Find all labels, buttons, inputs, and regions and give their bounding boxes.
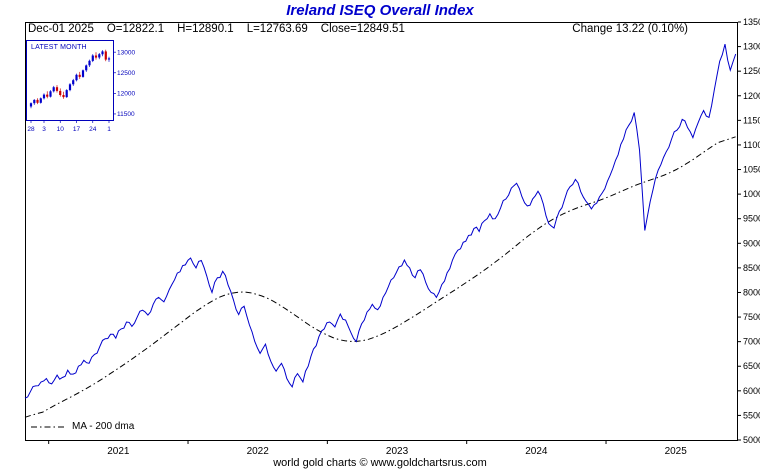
y-tick-label: 6500 — [743, 361, 760, 371]
inset-y-tick-label: 12500 — [117, 70, 135, 77]
y-tick-label: 13500 — [743, 17, 760, 27]
x-tick-label: 2024 — [525, 446, 548, 457]
candle-body — [46, 94, 49, 97]
y-tick-label: 9000 — [743, 238, 760, 248]
candle-body — [55, 87, 59, 91]
inset-x-tick-label: 1 — [107, 126, 111, 133]
candle-body — [101, 51, 104, 55]
candle-body — [62, 95, 65, 98]
candle-body — [49, 91, 52, 97]
y-tick-label: 10500 — [743, 165, 760, 175]
y-tick-label: 10000 — [743, 189, 760, 199]
candle-body — [94, 55, 98, 58]
low-value: L=12763.69 — [246, 23, 308, 35]
candle-body — [75, 74, 78, 81]
candle-body — [29, 103, 33, 107]
latest-month-inset: 13000 12500 12000 11500 28 3 10 17 24 1 — [26, 40, 135, 133]
inset-candles — [29, 49, 111, 109]
inset-y-tick-label: 13000 — [117, 49, 135, 56]
chart-title: Ireland ISEQ Overall Index — [286, 2, 474, 19]
x-tick-label: 2022 — [247, 446, 270, 457]
candle-body — [52, 87, 55, 92]
candle-body — [72, 80, 75, 85]
date-label: Dec-01 2025 — [28, 23, 94, 35]
y-tick-label: 5500 — [743, 410, 760, 420]
plot-border — [25, 22, 738, 441]
y-tick-label: 11000 — [743, 140, 760, 150]
inset-x-tick-label: 10 — [57, 126, 65, 133]
candle-body — [78, 74, 81, 77]
ma-line-sample-icon — [31, 426, 65, 427]
y-tick-label: 7500 — [743, 312, 760, 322]
candle-body — [59, 90, 62, 95]
inset-x-axis: 28 3 10 17 24 1 — [27, 120, 111, 133]
high-value: H=12890.1 — [177, 23, 234, 35]
candle-body — [98, 54, 101, 58]
x-tick-label: 2021 — [107, 446, 130, 457]
candle-body — [42, 94, 46, 99]
candle-body — [65, 90, 68, 98]
inset-x-tick-label: 3 — [42, 126, 46, 133]
ma-legend: MA - 200 dma — [30, 421, 134, 432]
candle-body — [68, 84, 72, 91]
x-axis: 2021 2022 2023 2024 2025 — [48, 440, 688, 457]
inset-border — [26, 40, 114, 121]
y-tick-label: 8500 — [743, 263, 760, 273]
inset-x-tick-label: 28 — [27, 126, 35, 133]
open-value: O=12822.1 — [106, 23, 165, 35]
close-value: Close=12849.51 — [320, 23, 405, 35]
inset-title: LATEST MONTH — [31, 44, 87, 51]
inset-y-tick-label: 12000 — [117, 91, 135, 98]
candle-body — [88, 60, 91, 66]
y-tick-label: 12500 — [743, 66, 760, 76]
ohlc-header: Dec-01 2025 O=12822.1 H=12890.1 L=12763.69 C… — [28, 23, 418, 35]
y-tick-label: 13000 — [743, 42, 760, 52]
y-tick-label: 8000 — [743, 287, 760, 297]
y-axis: 5000 5500 6000 6500 7000 7500 8000 8500 9000 9500… — [738, 17, 760, 445]
candle-body — [91, 55, 94, 61]
y-tick-label: 11500 — [743, 115, 760, 125]
inset-y-tick-label: 11500 — [117, 111, 135, 118]
y-tick-label: 9500 — [743, 214, 760, 224]
candle-body — [39, 98, 42, 103]
inset-x-tick-label: 17 — [73, 126, 81, 133]
candle-body — [104, 51, 107, 60]
x-tick-label: 2023 — [386, 446, 409, 457]
inset-x-tick-label: 24 — [89, 126, 97, 133]
x-tick-label: 2025 — [665, 446, 688, 457]
y-tick-label: 6000 — [743, 386, 760, 396]
y-tick-label: 12000 — [743, 91, 760, 101]
ma-line — [24, 136, 736, 418]
inset-y-axis: 13000 12500 12000 11500 — [113, 49, 135, 118]
copyright-text: world gold charts © www.goldchartsrus.co… — [273, 457, 487, 469]
y-tick-label: 7000 — [743, 337, 760, 347]
y-tick-label: 5000 — [743, 435, 760, 445]
ma-legend-label: MA - 200 dma — [72, 421, 135, 432]
candle-body — [107, 58, 111, 60]
candle-body — [81, 70, 85, 77]
candle-body — [33, 99, 36, 104]
change-label: Change 13.22 (0.10%) — [572, 23, 688, 35]
candle-body — [36, 99, 39, 103]
candle-body — [85, 65, 88, 71]
price-line — [24, 43, 737, 399]
